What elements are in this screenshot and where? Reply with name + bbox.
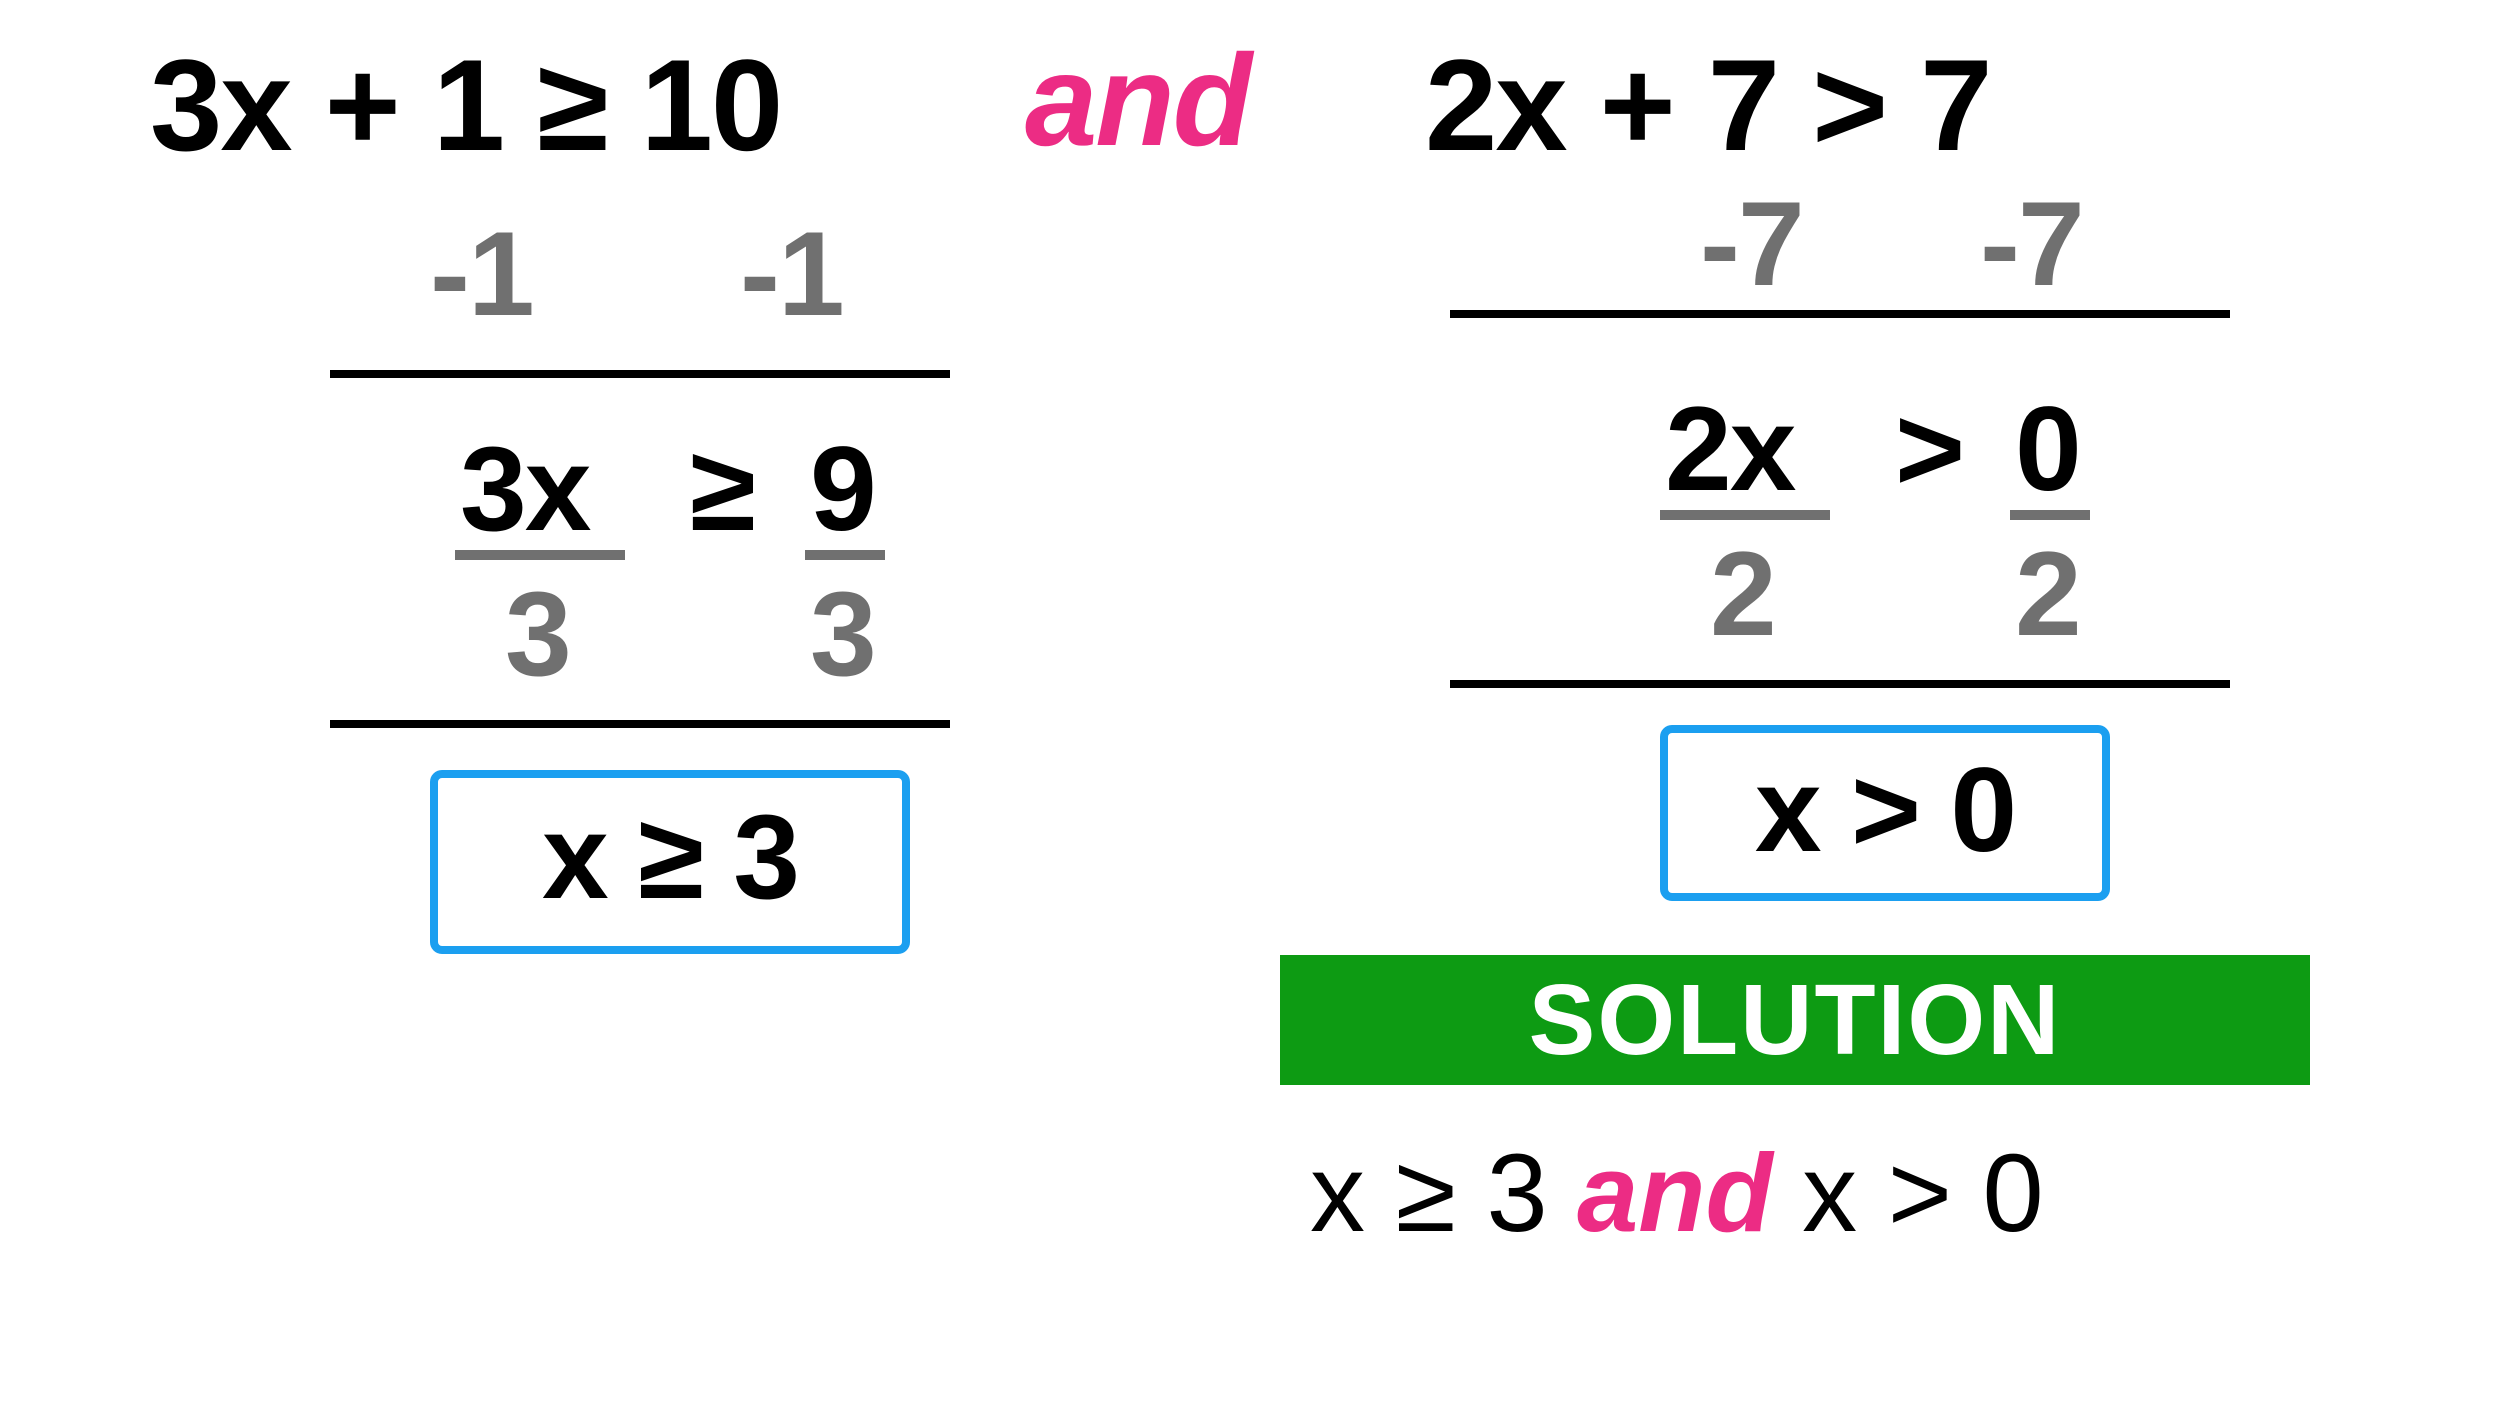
- conjunction-top: and: [1025, 25, 1250, 175]
- right-result-box: x > 0: [1660, 725, 2110, 901]
- right-inequality: 2x + 7 > 7: [1425, 30, 1991, 180]
- left-result-box: x ≥ 3: [430, 770, 910, 954]
- right-frac-bar-l: [1660, 510, 1830, 520]
- right-subtract-l: -7: [1700, 175, 1803, 313]
- right-rule-2: [1450, 680, 2230, 688]
- right-subtract-r: -7: [1980, 175, 2083, 313]
- right-rule-1: [1450, 310, 2230, 318]
- solution-line: x ≥ 3 and x > 0: [1310, 1130, 2044, 1257]
- right-denom-l: 2: [1710, 525, 1775, 663]
- solution-conj: and: [1577, 1132, 1773, 1255]
- left-denom-l: 3: [505, 565, 570, 703]
- right-denom-r: 2: [2015, 525, 2080, 663]
- left-numerator-r: 9: [810, 420, 875, 558]
- left-numerator-l: 3x: [460, 420, 589, 558]
- left-inequality: 3x + 1 ≥ 10: [150, 30, 781, 180]
- left-frac-bar-l: [455, 550, 625, 560]
- left-subtract-l: -1: [430, 205, 533, 343]
- right-result: x > 0: [1755, 743, 2015, 877]
- right-frac-bar-r: [2010, 510, 2090, 520]
- left-rule-2: [330, 720, 950, 728]
- solution-banner: SOLUTION: [1280, 955, 2310, 1085]
- left-subtract-r: -1: [740, 205, 843, 343]
- right-numerator-l: 2x: [1665, 380, 1794, 518]
- solution-part1: x ≥ 3: [1310, 1132, 1548, 1255]
- right-numerator-r: 0: [2015, 380, 2080, 518]
- left-result: x ≥ 3: [542, 790, 798, 924]
- left-comparator: ≥: [690, 420, 754, 558]
- left-rule-1: [330, 370, 950, 378]
- left-denom-r: 3: [810, 565, 875, 703]
- solution-part2: x > 0: [1802, 1132, 2044, 1255]
- right-comparator: >: [1895, 380, 1963, 518]
- left-frac-bar-r: [805, 550, 885, 560]
